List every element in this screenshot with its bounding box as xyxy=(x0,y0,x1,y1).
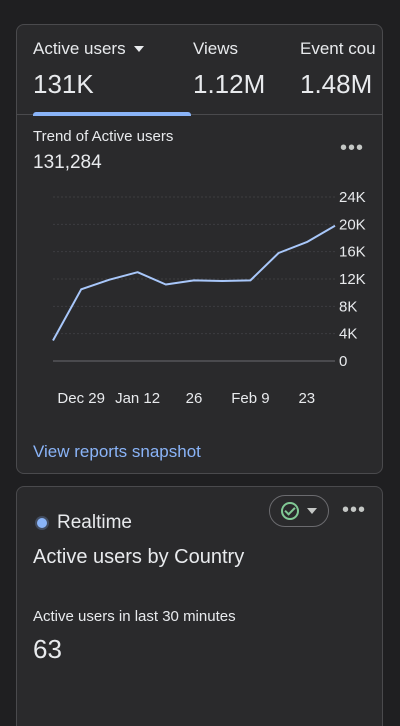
y-tick-label: 0 xyxy=(339,353,347,370)
tab-active-users-label: Active users xyxy=(33,39,126,58)
tab-views-value: 1.12M xyxy=(193,69,266,99)
check-circle-icon xyxy=(281,502,299,520)
x-tick-label: Dec 29 xyxy=(57,390,105,407)
y-tick-label: 24K xyxy=(339,189,366,206)
status-dropdown[interactable] xyxy=(269,495,329,527)
tab-event-count-label: Event cou xyxy=(300,39,376,58)
more-options-icon[interactable]: ••• xyxy=(341,499,366,521)
tab-event-count-value: 1.48M xyxy=(300,69,373,99)
tab-active-users[interactable]: Active users 131K xyxy=(33,39,144,100)
tab-event-count[interactable]: Event cou 1.48M xyxy=(300,39,376,100)
y-tick-label: 16K xyxy=(339,244,366,261)
series-line xyxy=(52,224,336,341)
y-tick-label: 20K xyxy=(339,216,366,233)
trend-total: 131,284 xyxy=(33,152,102,173)
card-subtitle: Active users in last 30 minutes xyxy=(33,608,236,625)
metric-tabs: Active users 131K Views 1.12M Event cou … xyxy=(17,25,382,116)
active-users-value: 63 xyxy=(33,634,62,664)
tab-views-label: Views xyxy=(193,39,239,58)
view-reports-snapshot-link[interactable]: View reports snapshot xyxy=(33,442,201,461)
caret-down-icon[interactable] xyxy=(133,46,144,52)
x-tick-label: 23 xyxy=(298,390,315,407)
tab-views[interactable]: Views 1.12M xyxy=(193,39,265,100)
overview-card: Active users 131K Views 1.12M Event cou … xyxy=(16,24,383,474)
more-options-icon[interactable]: ••• xyxy=(339,137,364,159)
trend-chart: 0 4K 8K 12K 16K 20K 24K Dec 29 Jan 12 26 Feb 9 23 xyxy=(52,189,366,407)
tab-active-users-value: 131K xyxy=(33,69,94,99)
x-tick-label: 26 xyxy=(186,390,203,407)
realtime-label: Realtime xyxy=(57,512,132,533)
card-title: Active users by Country xyxy=(33,546,245,568)
x-tick-label: Feb 9 xyxy=(231,390,269,407)
realtime-dot-icon xyxy=(37,518,47,528)
y-tick-label: 8K xyxy=(339,298,357,315)
selected-tab-indicator xyxy=(33,112,191,116)
y-tick-label: 12K xyxy=(339,271,366,288)
realtime-header: Realtime xyxy=(37,512,132,534)
realtime-card: ••• Realtime Active users by Country Act… xyxy=(16,486,383,726)
chevron-down-icon xyxy=(307,508,317,514)
x-tick-label: Jan 12 xyxy=(115,390,160,407)
trend-title: Trend of Active users xyxy=(33,128,174,145)
y-tick-label: 4K xyxy=(339,326,357,343)
